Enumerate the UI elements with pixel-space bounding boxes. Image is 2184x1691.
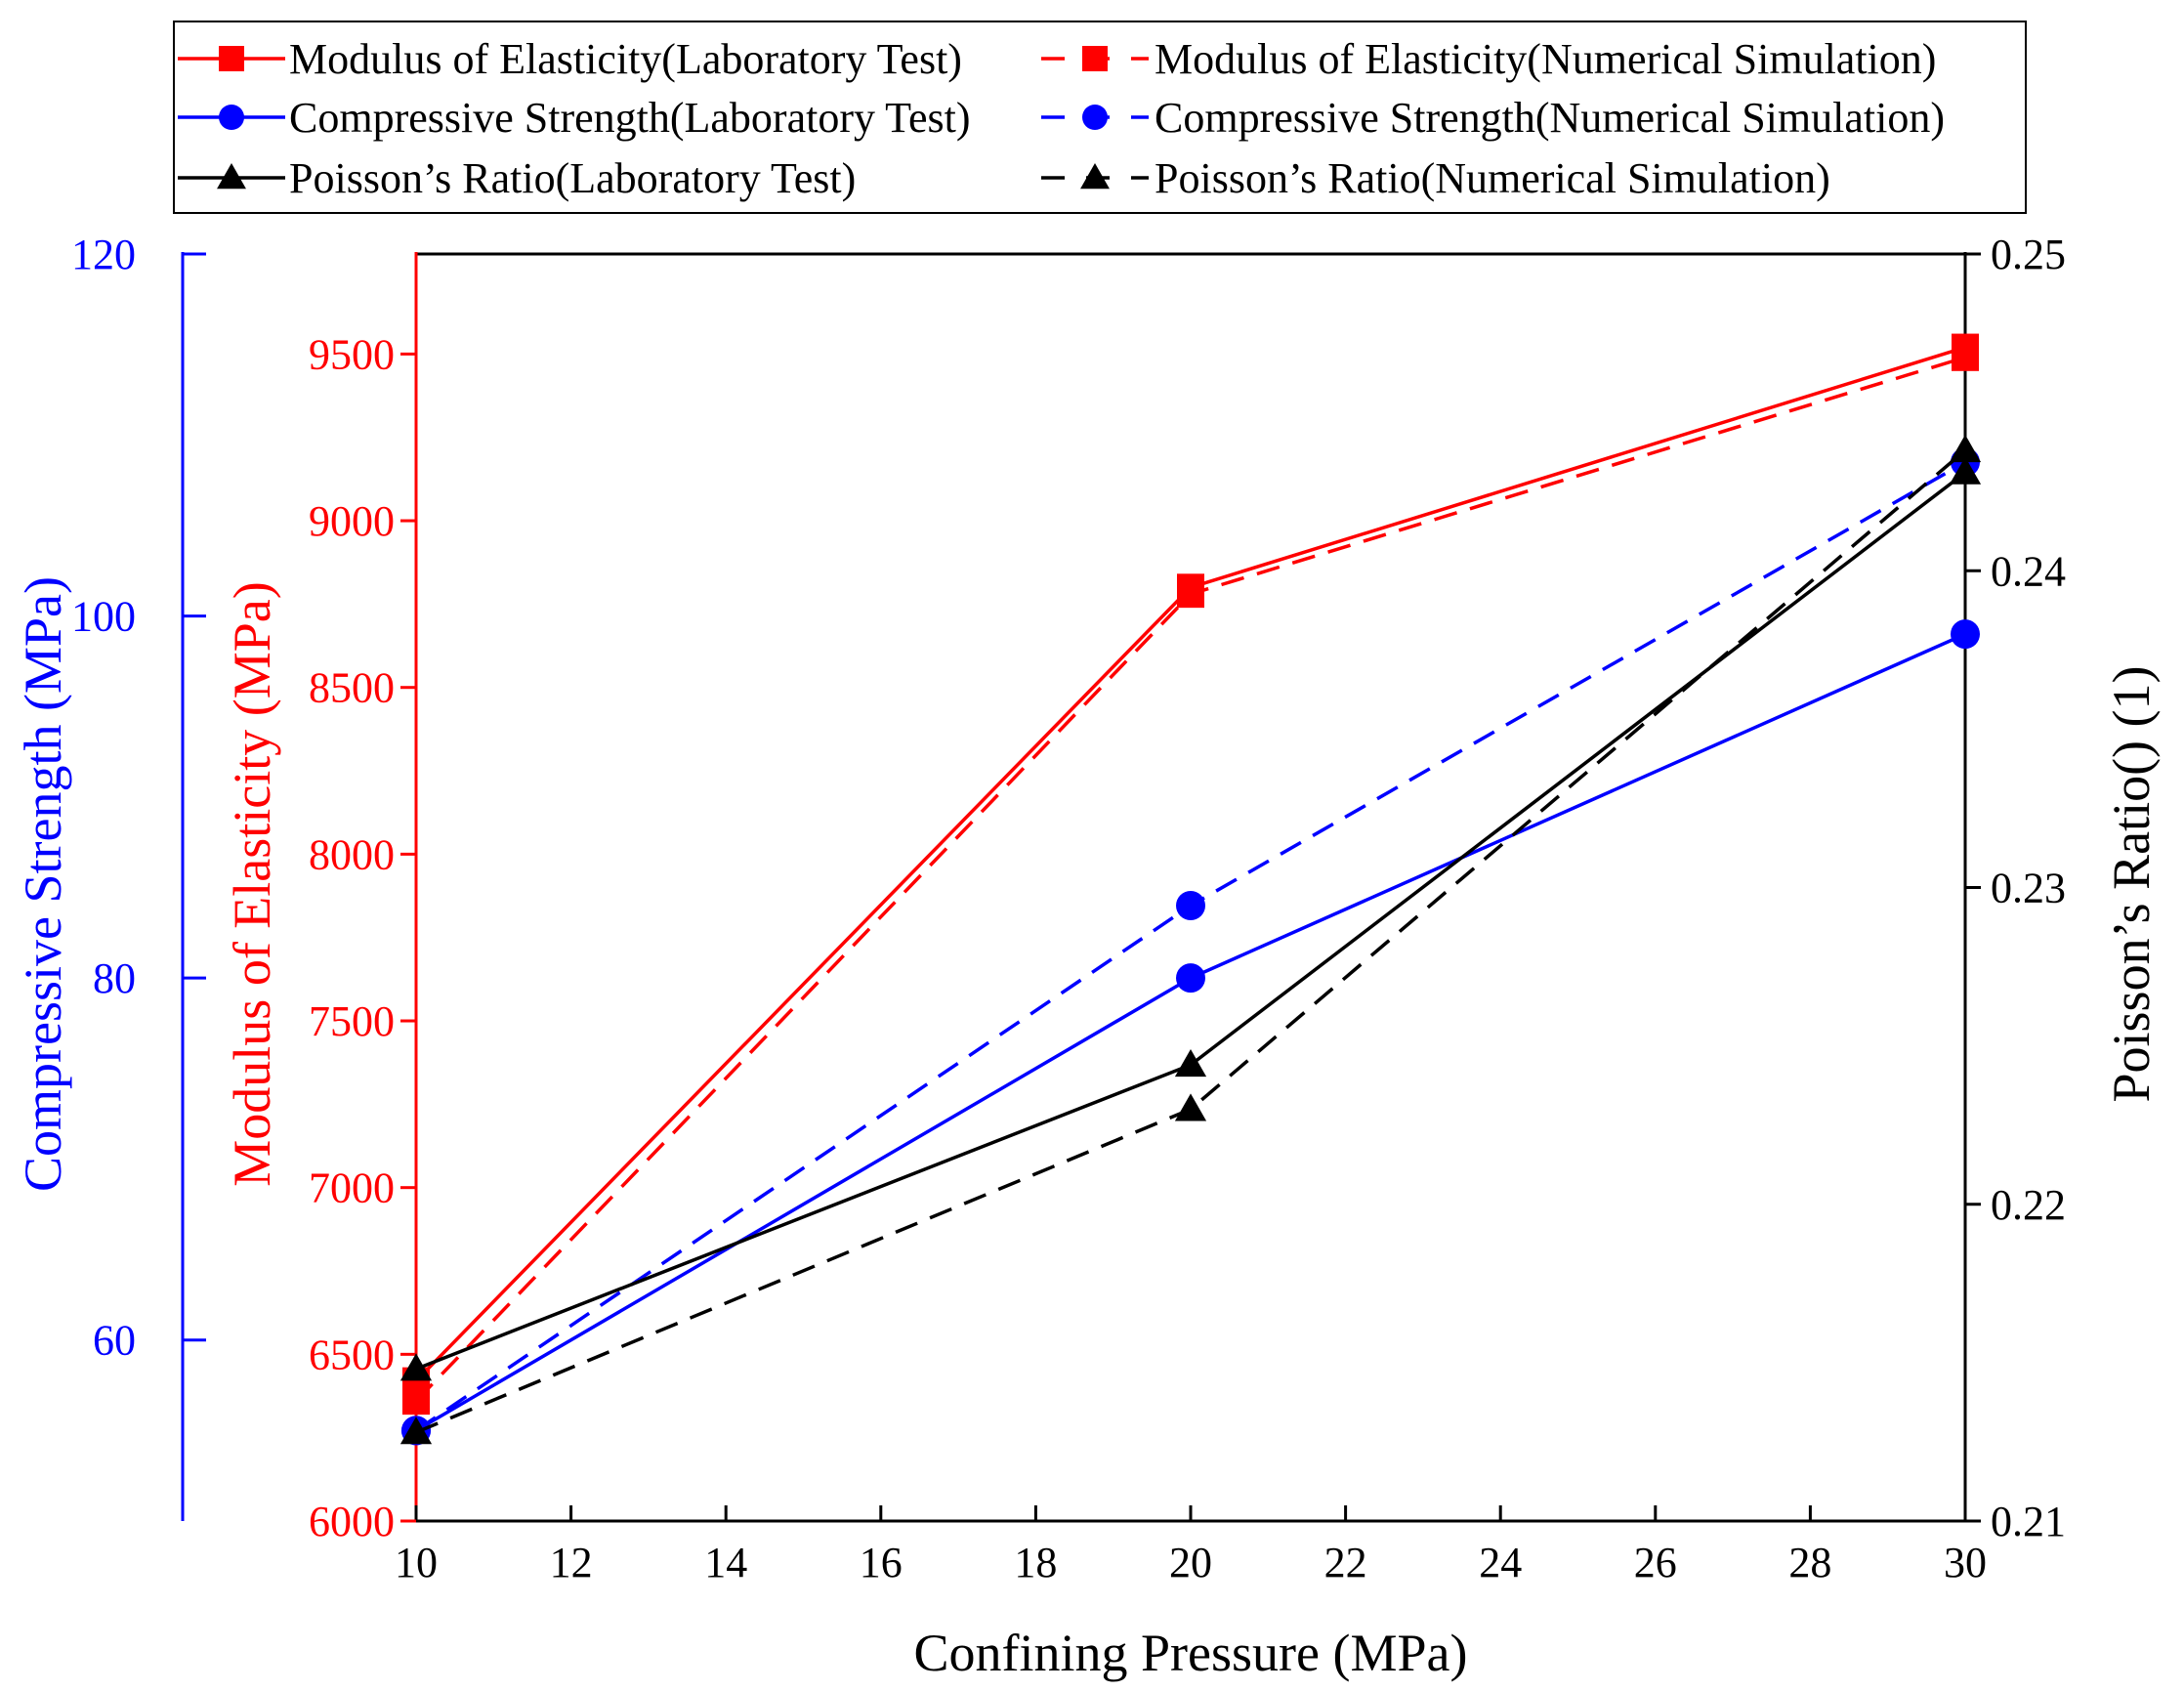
modulus-tick-label: 9000 bbox=[309, 497, 395, 545]
x-tick-label: 10 bbox=[395, 1539, 438, 1586]
triangle-marker bbox=[1949, 434, 1982, 463]
triangle-marker bbox=[217, 163, 246, 190]
triangle-marker bbox=[1080, 163, 1110, 190]
x-axis-title: Confining Pressure (MPa) bbox=[914, 1624, 1468, 1682]
strength-tick-label: 60 bbox=[93, 1317, 136, 1365]
poisson-axis-ticks: 0.21 0.22 0.23 0.24 0.25 bbox=[1965, 231, 2066, 1545]
modulus-tick-label: 7000 bbox=[309, 1164, 395, 1212]
x-tick-label: 26 bbox=[1634, 1539, 1677, 1586]
poisson-tick-label: 0.23 bbox=[1991, 865, 2066, 912]
strength-axis-ticks: 60 80 100 120 bbox=[71, 231, 206, 1365]
square-marker bbox=[402, 1387, 430, 1416]
triangle-marker bbox=[1174, 1093, 1207, 1121]
poisson-tick-label: 0.25 bbox=[1991, 231, 2066, 278]
poisson-tick-label: 0.22 bbox=[1991, 1181, 2066, 1229]
strength-tick-label: 100 bbox=[71, 593, 136, 641]
legend: Modulus of Elasticity(Laboratory Test) Mo… bbox=[173, 21, 2027, 214]
legend-item: Modulus of Elasticity(Numerical Simulati… bbox=[1041, 35, 1936, 83]
modulus-axis-title: Modulus of Elasticity (MPa) bbox=[223, 581, 281, 1186]
circle-marker bbox=[219, 105, 244, 130]
x-tick-label: 28 bbox=[1788, 1539, 1831, 1586]
legend-item: Poisson’s Ratio(Laboratory Test) bbox=[178, 154, 856, 202]
x-tick-label: 18 bbox=[1014, 1539, 1057, 1586]
square-marker bbox=[1952, 343, 1979, 371]
legend-item: Compressive Strength(Numerical Simulatio… bbox=[1041, 94, 1945, 142]
x-ticks: 10 12 14 16 18 20 22 24 26 28 30 bbox=[395, 1505, 1987, 1586]
circle-marker bbox=[1176, 963, 1205, 993]
triangle-marker bbox=[1174, 1048, 1207, 1078]
square-marker bbox=[1177, 580, 1204, 609]
strength-axis-title: Compressive Strength (MPa) bbox=[14, 576, 72, 1192]
legend-item: Poisson’s Ratio(Numerical Simulation) bbox=[1041, 154, 1830, 202]
modulus-tick-label: 6000 bbox=[309, 1498, 395, 1545]
legend-label: Compressive Strength(Numerical Simulatio… bbox=[1155, 94, 1945, 142]
x-tick-label: 12 bbox=[550, 1539, 593, 1586]
poisson-tick-label: 0.24 bbox=[1991, 547, 2066, 595]
modulus-tick-label: 8000 bbox=[309, 830, 395, 878]
square-marker bbox=[1082, 46, 1108, 71]
triangle-marker bbox=[399, 1416, 433, 1445]
modulus-axis-ticks: 6000 6500 7000 7500 8000 8500 9000 9500 bbox=[309, 330, 416, 1545]
x-tick-label: 24 bbox=[1479, 1539, 1522, 1586]
circle-marker bbox=[1951, 619, 1980, 650]
legend-label: Poisson’s Ratio(Laboratory Test) bbox=[289, 154, 856, 202]
legend-item: Compressive Strength(Laboratory Test) bbox=[178, 94, 971, 142]
legend-label: Poisson’s Ratio(Numerical Simulation) bbox=[1155, 154, 1830, 202]
legend-label: Compressive Strength(Laboratory Test) bbox=[289, 94, 971, 142]
modulus-tick-label: 7500 bbox=[309, 997, 395, 1045]
modulus-tick-label: 8500 bbox=[309, 664, 395, 712]
legend-label: Modulus of Elasticity(Laboratory Test) bbox=[289, 35, 962, 83]
legend-label: Modulus of Elasticity(Numerical Simulati… bbox=[1155, 35, 1936, 83]
circle-marker bbox=[1176, 891, 1205, 921]
strength-tick-label: 120 bbox=[71, 231, 136, 278]
triangle-marker bbox=[399, 1353, 433, 1381]
x-tick-label: 20 bbox=[1169, 1539, 1212, 1586]
series-1 bbox=[402, 343, 1979, 1416]
x-tick-label: 16 bbox=[860, 1539, 903, 1586]
x-tick-label: 14 bbox=[704, 1539, 747, 1586]
modulus-tick-label: 6500 bbox=[309, 1331, 395, 1378]
legend-item: Modulus of Elasticity(Laboratory Test) bbox=[178, 35, 962, 83]
poisson-tick-label: 0.21 bbox=[1991, 1498, 2066, 1545]
modulus-tick-label: 9500 bbox=[309, 330, 395, 378]
series-5 bbox=[399, 434, 1982, 1445]
triangle-marker bbox=[1949, 456, 1982, 485]
legend-items: Modulus of Elasticity(Laboratory Test) Mo… bbox=[178, 35, 1945, 202]
circle-marker bbox=[1082, 105, 1108, 130]
poisson-axis-title: Poisson’s Ratio() (1) bbox=[2102, 665, 2161, 1102]
x-tick-label: 30 bbox=[1944, 1539, 1987, 1586]
series-layer bbox=[399, 333, 1982, 1446]
series-4 bbox=[399, 456, 1982, 1381]
square-marker bbox=[219, 46, 244, 71]
x-tick-label: 22 bbox=[1324, 1539, 1367, 1586]
strength-tick-label: 80 bbox=[93, 954, 136, 1002]
